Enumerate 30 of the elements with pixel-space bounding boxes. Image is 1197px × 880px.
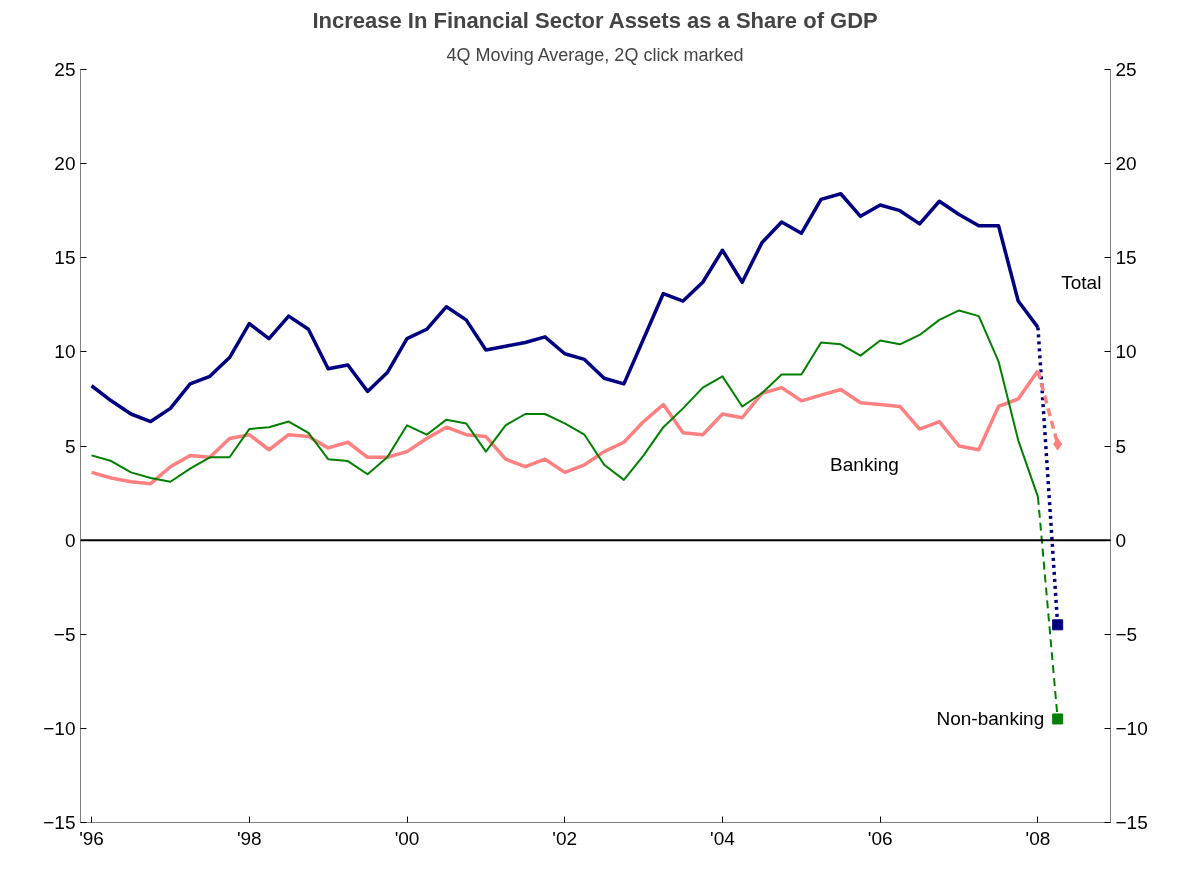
- chart-subtitle: 4Q Moving Average, 2Q click marked: [446, 44, 744, 65]
- y2-tick-label: 25: [1115, 59, 1137, 80]
- x-tick-label: '08: [1025, 827, 1051, 849]
- y-tick-label: 20: [54, 153, 76, 175]
- x-tick-label: '06: [867, 827, 893, 849]
- chart-title: Increase In Financial Sector Assets as a Share of GDP: [312, 7, 878, 33]
- y2-tick-label: 20: [1115, 153, 1137, 175]
- text: Total: [1061, 271, 1102, 293]
- x-tick-label: '96: [79, 827, 104, 849]
- y-tick-label: −15: [43, 812, 76, 833]
- y2-tick-label: −15: [1115, 812, 1148, 833]
- x-tick-label: '04: [710, 827, 736, 849]
- y2-tick-label: −5: [1115, 623, 1138, 645]
- y-tick-label: −5: [53, 623, 76, 645]
- y-tick-label: −10: [43, 717, 76, 739]
- y2-tick-label: −10: [1115, 717, 1148, 739]
- y2-tick-label: 10: [1115, 341, 1137, 363]
- y2-tick-label: 5: [1115, 435, 1127, 457]
- y2-tick-label: 0: [1115, 529, 1127, 551]
- y-tick-label: 15: [54, 247, 76, 269]
- x-tick-label: '98: [236, 827, 262, 849]
- x-tick-label: '02: [552, 827, 578, 849]
- y2-tick-label: 15: [1115, 247, 1137, 269]
- y-tick-label: 0: [64, 529, 76, 551]
- y-tick-label: 10: [54, 341, 76, 363]
- series-label: Non-banking: [936, 708, 1045, 730]
- y-tick-label: 5: [64, 435, 76, 457]
- y-tick-label: 25: [54, 59, 76, 80]
- x-tick-label: '00: [394, 827, 420, 849]
- series-label: Banking: [830, 454, 899, 476]
